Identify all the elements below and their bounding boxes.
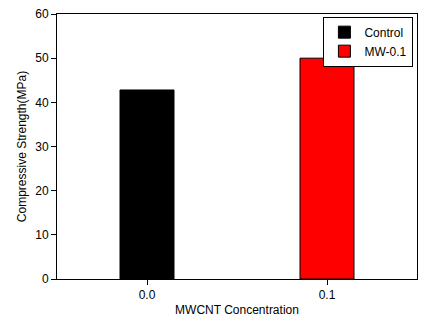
svg-text:0: 0 <box>42 272 49 286</box>
svg-text:MWCNT Concentration: MWCNT Concentration <box>175 303 299 317</box>
svg-text:Control: Control <box>364 26 403 40</box>
svg-text:20: 20 <box>35 184 49 198</box>
svg-text:40: 40 <box>35 96 49 110</box>
svg-text:30: 30 <box>35 140 49 154</box>
svg-text:Compressive Strength(MPa): Compressive Strength(MPa) <box>15 71 29 222</box>
svg-text:0.0: 0.0 <box>139 288 156 302</box>
svg-text:MW-0.1: MW-0.1 <box>364 45 406 59</box>
svg-text:50: 50 <box>35 51 49 65</box>
svg-text:10: 10 <box>35 228 49 242</box>
svg-text:60: 60 <box>35 7 49 21</box>
svg-text:0.1: 0.1 <box>319 288 336 302</box>
